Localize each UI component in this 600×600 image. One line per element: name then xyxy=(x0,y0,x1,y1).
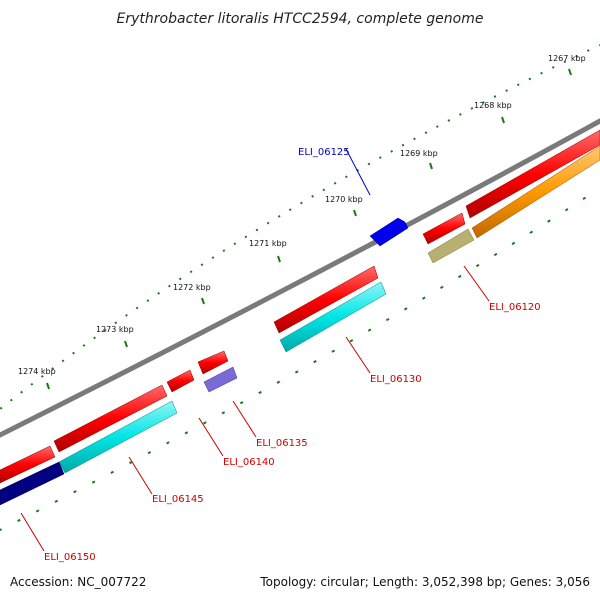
gene-eli-06120-olive[interactable] xyxy=(427,228,475,264)
scale-label: 1273 kbp xyxy=(96,325,134,334)
gene-label[interactable]: ELI_06145 xyxy=(152,494,204,505)
map-title: Erythrobacter litoralis HTCC2594, comple… xyxy=(117,11,484,27)
scale-label: 1271 kbp xyxy=(249,239,287,248)
scale-tick xyxy=(429,162,433,170)
gene-eli-06120-main[interactable] xyxy=(422,212,466,245)
gene-eli-06130-main[interactable] xyxy=(279,281,387,353)
gene-eli-06150-main[interactable] xyxy=(0,461,65,506)
genome-backbone xyxy=(0,118,600,438)
gene-features xyxy=(0,129,600,506)
gene-label[interactable]: ELI_06135 xyxy=(256,438,308,449)
gene-eli-06145-cds[interactable] xyxy=(53,384,168,453)
scale-tick xyxy=(501,116,505,124)
scale-label: 1268 kbp xyxy=(474,101,512,110)
gene-eli-06140[interactable] xyxy=(166,369,195,393)
gene-label[interactable]: ELI_06125 xyxy=(298,147,350,158)
accession-text: Accession: NC_007722 xyxy=(10,575,146,589)
gene-eli-06120-cds[interactable] xyxy=(465,129,600,219)
scale-tick xyxy=(124,340,128,348)
scale-major-ticks xyxy=(46,68,572,390)
leader-lines xyxy=(20,148,490,552)
gene-eli-06135-main[interactable] xyxy=(203,366,238,393)
scale-labels: 1267 kbp 1268 kbp 1269 kbp 1270 kbp 1271 kbp… xyxy=(18,54,586,376)
scale-tick xyxy=(353,209,357,217)
gene-eli-06125[interactable] xyxy=(369,217,409,247)
gene-eli-06145-main[interactable] xyxy=(58,400,178,474)
gene-eli-06120-sub[interactable] xyxy=(471,145,600,239)
scale-tick xyxy=(277,255,281,263)
scale-label: 1272 kbp xyxy=(173,283,211,292)
scale-ring: 1267 kbp 1268 kbp 1269 kbp 1270 kbp 1271 kbp… xyxy=(0,44,600,411)
scale-label: 1269 kbp xyxy=(400,149,438,158)
gene-eli-06150-cds[interactable] xyxy=(0,445,56,484)
gene-eli-06135-cds[interactable] xyxy=(197,350,229,375)
scale-label: 1267 kbp xyxy=(548,54,586,63)
gene-labels: ELI_06120 ELI_06125 ELI_06130 ELI_06135 … xyxy=(44,147,541,563)
scale-tick xyxy=(201,297,205,305)
topology-text: Topology: circular; Length: 3,052,398 bp… xyxy=(259,575,590,589)
inner-tick-ring xyxy=(0,186,600,532)
gene-label[interactable]: ELI_06120 xyxy=(489,302,541,313)
scale-label: 1274 kbp xyxy=(18,367,56,376)
scale-label: 1270 kbp xyxy=(325,195,363,204)
gene-eli-06130-cds[interactable] xyxy=(273,265,379,334)
gene-label[interactable]: ELI_06130 xyxy=(370,374,422,385)
scale-tick xyxy=(568,68,572,76)
scale-tick xyxy=(46,382,50,390)
gene-label[interactable]: ELI_06140 xyxy=(223,457,275,468)
gene-label[interactable]: ELI_06150 xyxy=(44,552,96,563)
